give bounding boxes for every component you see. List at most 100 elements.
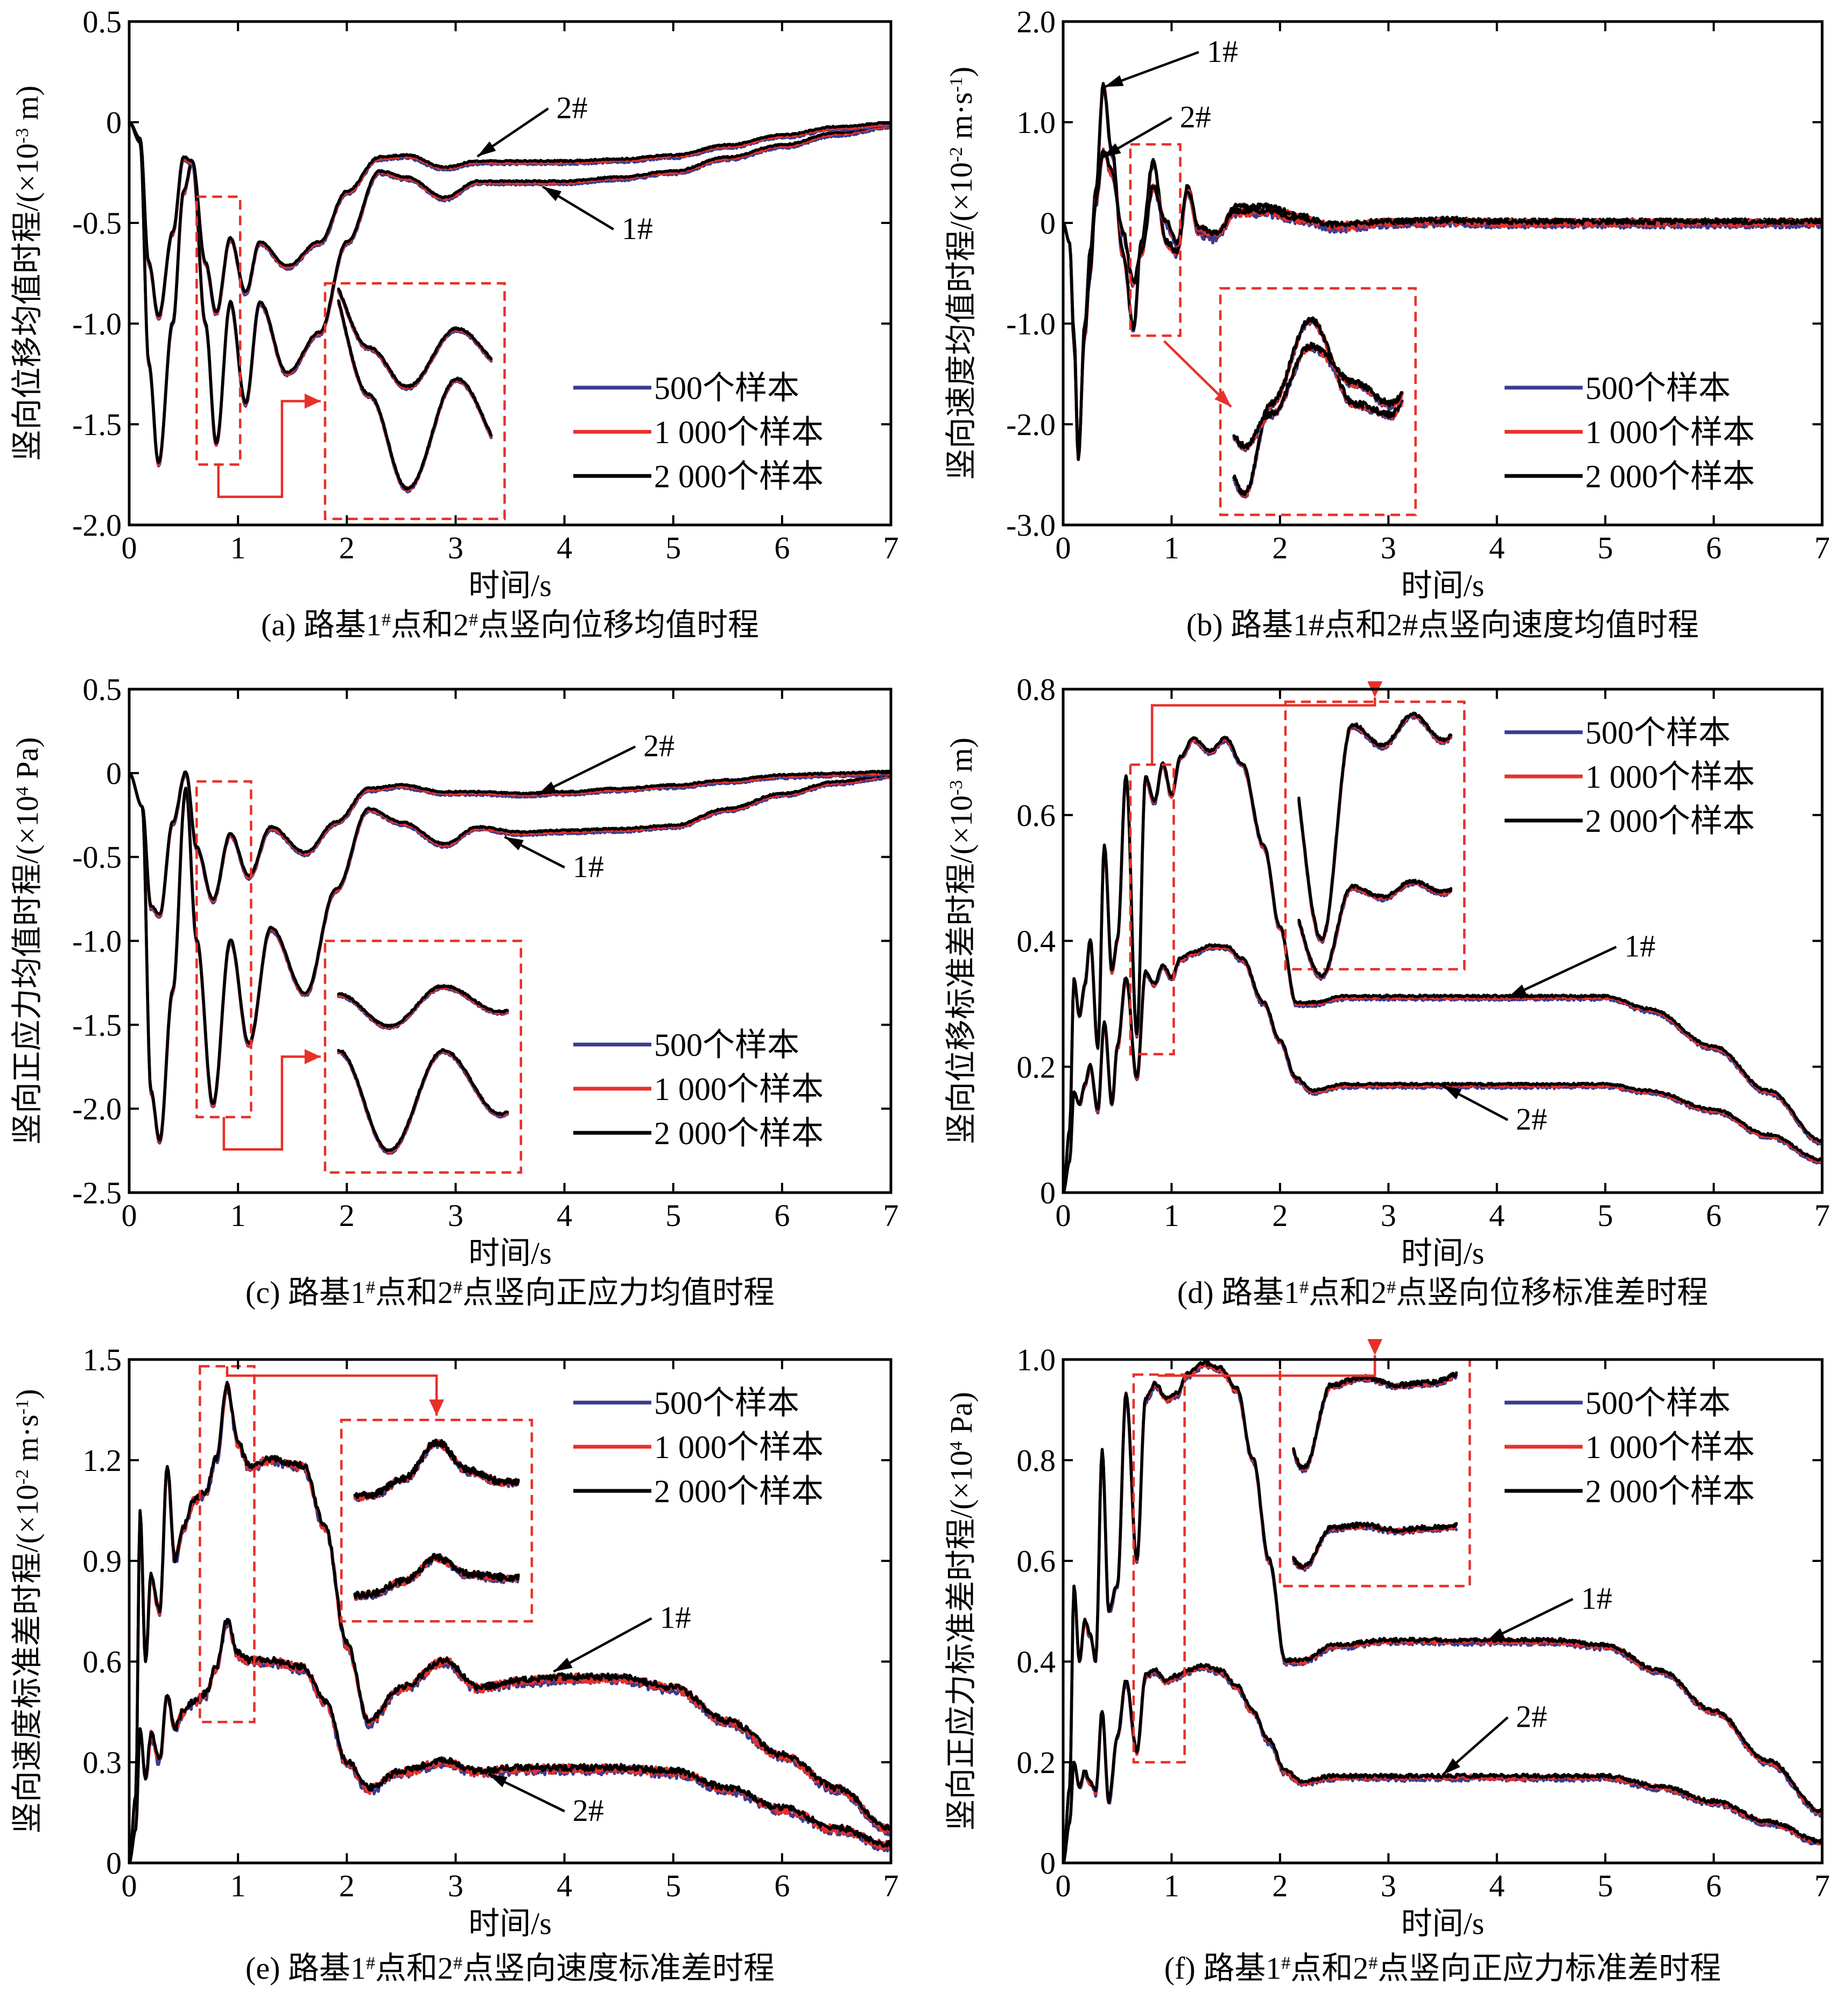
caption-sup1: #: [1281, 1953, 1290, 1973]
caption-mid: 点和2: [1309, 1275, 1387, 1310]
x-tick-label: 1: [230, 1868, 246, 1903]
chart-panel-d: 0 1 2 3 4 5 6 7 0 0.2 0.4 0.6 0.8 时间/s 竖向位移标准差时程/(×10-…: [944, 672, 1830, 1310]
annotation-arrowhead: [1102, 143, 1121, 158]
caption-mid: 点和2: [1290, 1951, 1368, 1986]
legend-label: 500个样本: [1585, 370, 1731, 406]
plot-frame: [128, 1358, 893, 1865]
y-axis-label-post: m·s: [10, 1414, 45, 1469]
x-tick-label: 1: [230, 530, 246, 565]
legend-label: 2 000个样本: [654, 459, 824, 494]
y-tick-label: -1.5: [72, 407, 122, 442]
inset-box: [324, 282, 506, 521]
x-axis-label: 时间/s: [1401, 1236, 1485, 1271]
caption-pre: (b) 路基1#点和2#点竖向速度均值时程: [1186, 607, 1699, 642]
x-tick-label: 3: [448, 1868, 463, 1903]
x-tick-label: 3: [1381, 1868, 1396, 1903]
y-tick-label: 0.4: [1017, 1644, 1056, 1679]
annotation-label: 1#: [1581, 1581, 1612, 1616]
x-tick-label: 5: [665, 530, 681, 565]
annotation-arrowhead: [504, 837, 524, 851]
inset-line-point1-s2000: [1292, 1371, 1458, 1470]
y-tick-label: 0.4: [1017, 924, 1056, 959]
y-tick-label: 0.5: [83, 4, 122, 39]
annotation-arrowhead: [1507, 984, 1527, 998]
annotation-arrowhead: [1443, 1758, 1460, 1775]
y-axis-label-post: m·s: [944, 92, 979, 147]
y-axis-label-pre: 竖向速度标准差时程/(×10: [10, 1484, 45, 1833]
x-tick-label: 6: [774, 1198, 790, 1233]
annotation-label: 2#: [1516, 1699, 1547, 1734]
connector-arrowhead: [1214, 390, 1232, 407]
series-line-point1-s2000: [129, 1381, 891, 1863]
legend-label: 1 000个样本: [654, 1430, 824, 1465]
legend-label: 2 000个样本: [654, 1116, 824, 1151]
caption-mid: 点和2: [375, 1951, 453, 1986]
series-line-point1-s2000: [1063, 1360, 1822, 1863]
x-tick-label: 2: [339, 1868, 355, 1903]
inset-box: [1219, 287, 1417, 516]
inset-line-point2-s2000: [353, 1553, 520, 1600]
inset-line-point1-s2000: [1297, 711, 1453, 942]
annotation-arrowhead: [543, 186, 562, 201]
plot-area: [129, 769, 891, 1145]
annotation-arrowhead: [553, 1657, 573, 1672]
x-axis-label: 时间/s: [468, 568, 552, 603]
x-tick-label: 6: [1706, 1198, 1721, 1233]
plot-area: [1063, 82, 1822, 461]
y-tick-label: -0.5: [72, 206, 122, 241]
caption-post: 点竖向位移标准差时程: [1396, 1275, 1708, 1310]
x-tick-label: 5: [1598, 1868, 1613, 1903]
legend-label: 500个样本: [654, 1385, 799, 1421]
y-tick-label: 0: [1040, 1846, 1056, 1881]
x-tick-label: 4: [557, 1198, 572, 1233]
inset-line-point2-s2000: [1232, 341, 1404, 450]
y-tick-label: -1.0: [1006, 306, 1056, 341]
inset-connector: [222, 1055, 321, 1151]
connector-arrowhead: [429, 1399, 445, 1416]
x-tick-label: 3: [1381, 530, 1396, 565]
figure-caption: (d) 路基1#点和2#点竖向位移标准差时程: [1177, 1275, 1708, 1310]
inset-line-point1-s2000: [353, 1438, 520, 1499]
y-axis-label-sup: -2: [946, 147, 966, 162]
x-tick-label: 5: [665, 1868, 681, 1903]
y-tick-label: -1.5: [72, 1007, 122, 1042]
y-axis-label-post2: ): [10, 1389, 45, 1399]
x-tick-label: 2: [1272, 1198, 1288, 1233]
caption-sup2: #: [469, 610, 478, 630]
x-tick-label: 3: [1381, 1198, 1396, 1233]
series-line-point1-s2000: [1063, 735, 1822, 1193]
caption-sup1: #: [366, 1278, 375, 1298]
inset-line-point1-s1000: [337, 300, 493, 492]
plot-frame: [1062, 1358, 1824, 1865]
caption-pre: (f) 路基1: [1164, 1951, 1281, 1986]
y-axis-label: 竖向速度标准差时程/(×10-2 m·s-1): [10, 1389, 45, 1834]
caption-sup1: #: [382, 610, 391, 630]
inset-connector: [1150, 697, 1376, 765]
y-tick-label: 0.2: [1017, 1745, 1056, 1780]
x-tick-label: 4: [1489, 1868, 1505, 1903]
y-axis-label-pre: 竖向位移均值时程/(×10: [10, 143, 45, 461]
x-tick-label: 7: [883, 530, 899, 565]
series-line-point1-s2000: [129, 772, 891, 1142]
inset-line-point2-s2000: [1292, 1521, 1458, 1570]
y-axis-label: 竖向位移标准差时程/(×10-3 m): [944, 738, 979, 1144]
figure-caption: (b) 路基1#点和2#点竖向速度均值时程: [1186, 607, 1699, 642]
caption-sup2: #: [1368, 1953, 1378, 1973]
inset-box: [340, 1418, 533, 1623]
y-tick-label: 0: [106, 105, 122, 140]
y-tick-label: 0.3: [83, 1745, 122, 1780]
annotation-label: 1#: [1207, 34, 1238, 69]
y-axis-label-sup: -3: [946, 780, 966, 795]
plot-area: [1063, 735, 1822, 1193]
y-tick-label: 2.0: [1017, 4, 1056, 39]
annotation-arrow: [1507, 945, 1617, 999]
x-tick-label: 1: [1164, 1868, 1179, 1903]
y-tick-label: -1.0: [72, 924, 122, 959]
y-axis-label: 竖向正应力标准差时程/(×104 Pa): [944, 1392, 979, 1831]
x-tick-label: 3: [448, 1198, 463, 1233]
y-axis-label-sup: -2: [12, 1469, 32, 1484]
y-axis-label: 竖向速度均值时程/(×10-2 m·s-1): [944, 67, 979, 480]
caption-sup2: #: [453, 1278, 462, 1298]
y-axis-label: 竖向位移均值时程/(×10-3 m): [10, 86, 45, 461]
series-line-point2-s500: [1063, 151, 1822, 456]
